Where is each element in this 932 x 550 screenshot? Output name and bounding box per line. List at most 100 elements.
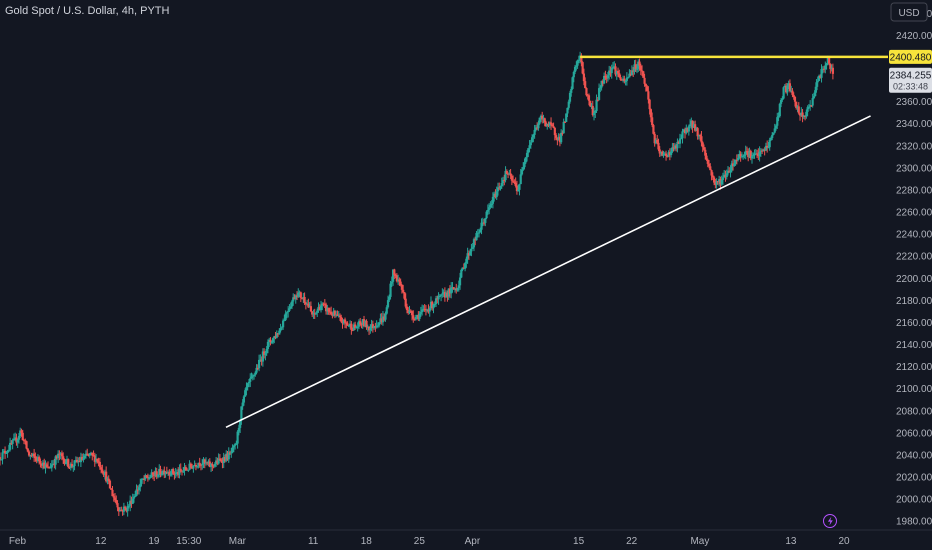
candle-body [515,185,519,192]
candle-body [696,128,699,137]
candle-body [418,313,421,319]
candle-body [773,128,776,133]
candle-body [634,64,637,69]
price-tick-label: 2100.000 [896,384,932,395]
candle-body [714,182,717,185]
time-tick-label: Mar [229,536,247,547]
candle-body [769,138,773,140]
alert-button[interactable] [823,514,837,528]
candle-body [91,452,94,456]
candle-body [556,137,559,141]
candle-body [413,318,416,320]
candle-body [137,487,141,491]
candle-body [537,123,540,129]
candle-body [249,378,252,382]
candle-body [504,170,507,181]
candle-body [590,105,593,107]
candle-body [393,269,396,275]
candle-body [409,310,412,312]
candle-body [658,149,661,154]
candle-body [671,147,674,152]
time-tick-label: 12 [95,536,107,547]
candle-body [828,57,831,64]
candle-body [252,374,256,376]
candle-body [230,452,233,454]
candle-body [30,455,33,457]
candle-body [297,292,300,297]
candle-body [649,109,652,118]
candle-body [676,141,679,149]
candle-body [237,427,240,432]
candle-body [110,488,113,490]
candle-body [415,315,419,318]
candle-body [635,68,639,70]
candle-body [150,472,153,478]
candle-body [664,153,668,156]
candle-body [386,300,390,308]
resistance-price-label: 2400.480 [890,52,932,63]
candle-body [642,71,645,78]
candle-body [830,67,833,70]
candle-body [427,309,430,312]
candle-body [26,448,29,452]
candle-body [496,187,500,192]
candle-body [582,73,586,82]
trend-line[interactable] [225,115,871,429]
candle-body [538,117,541,124]
candle-body [55,456,58,459]
candle-body [811,98,814,106]
candle-body [289,306,292,309]
candle-body [308,306,311,308]
candle-body [451,287,454,289]
candle-body [629,73,632,76]
candle-body [161,470,165,475]
candle-body [57,453,60,459]
candle-body [317,306,320,311]
candle-body [11,440,14,444]
candle-body [125,507,128,512]
currency-button[interactable] [890,2,928,22]
candle-body [352,324,355,331]
candle-body [394,274,397,276]
time-tick-label: 22 [626,536,638,547]
candle-body [343,319,347,323]
candle-body [265,348,268,354]
candle-body [542,118,545,120]
candle-body [771,134,774,139]
candle-body [805,111,808,117]
candle-body [720,179,723,185]
candle-body [561,132,564,134]
candle-body [384,313,387,320]
candle-body [2,450,5,453]
candle-body [657,142,660,150]
candle-body [663,153,666,155]
candle-body [245,387,248,391]
candle-body [105,471,108,482]
candle-body [300,297,304,299]
candle-body [67,459,70,467]
candle-body [825,63,828,66]
candle-body [302,297,305,299]
candle-body [40,463,43,466]
candle-body [465,258,468,264]
candle-body [33,453,36,457]
candle-body [15,437,18,443]
candle-body [288,308,291,311]
candle-body [58,453,61,455]
candle-body [0,457,2,461]
candle-body [279,328,282,331]
candle-body [14,437,17,439]
price-tick-label: 2040.000 [896,450,932,461]
candle-body [178,468,181,475]
candle-body [437,296,440,300]
candle-body [527,148,530,153]
candle-body [787,83,790,86]
candle-body [10,442,13,444]
last-price-tag: 2384.255 02:33:48 [889,67,932,93]
candle-body [206,462,209,464]
candle-body [681,131,684,139]
time-axis: Feb 12 19 15:30 Mar 11 18 25 Apr 15 22 May 13 20 [9,536,850,547]
candle-body [12,438,16,441]
